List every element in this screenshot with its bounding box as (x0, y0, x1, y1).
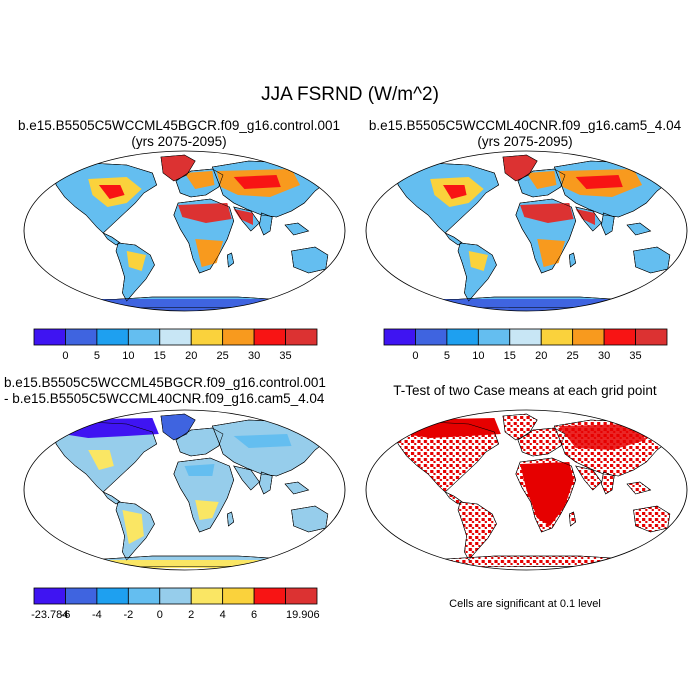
colorbar-swatch (190, 587, 224, 605)
colorbar-tick-label: 6 (251, 609, 257, 621)
colorbar-tick-label: 4 (220, 609, 226, 621)
colorbar-tick-label: 15 (154, 350, 166, 362)
colorbar-swatch (159, 328, 192, 346)
colorbar-swatch (222, 587, 255, 605)
colorbar-tick-label: 25 (567, 350, 579, 362)
colorbar-swatch (33, 587, 66, 605)
colorbar-tick-label: -6 (61, 609, 71, 621)
colorbar-panel-1: 0 5 10 15 20 25 30 35 (33, 328, 318, 362)
colorbar-swatch (127, 328, 161, 346)
colorbar-swatch (477, 328, 511, 346)
colorbar-swatch (222, 328, 255, 346)
panel-3-title: b.e15.B5505C5WCCML45BGCR.f09_g16.control… (4, 375, 326, 407)
colorbar-swatch (65, 328, 98, 346)
colorbar-tick-label: 10 (122, 350, 134, 362)
colorbar-swatch (127, 587, 161, 605)
colorbar-swatch (159, 587, 192, 605)
colorbar-tick-label: -2 (123, 609, 133, 621)
panel-2-title-line2: (yrs 2075-2095) (477, 134, 573, 149)
map-panel-difference (23, 409, 346, 571)
panel-3-title-line2: - b.e15.B5505C5WCCML40CNR.f09_g16.cam5_4… (4, 391, 325, 406)
colorbar-swatch (285, 328, 318, 346)
panel-2-title: b.e15.B5505C5WCCML40CNR.f09_g16.cam5_4.0… (355, 118, 695, 150)
panel-4-title: T-Test of two Case means at each grid po… (393, 383, 657, 398)
colorbar-tick-label: 0 (62, 350, 68, 362)
colorbar-tick-label: 25 (217, 350, 229, 362)
colorbar-swatch (509, 328, 542, 346)
map-panel-control (23, 150, 346, 312)
colorbar-panel-2: 0 5 10 15 20 25 30 35 (383, 328, 668, 362)
colorbar-tick-label: 30 (598, 350, 610, 362)
colorbar-swatch (572, 328, 605, 346)
colorbar-swatch (603, 328, 636, 346)
panel-1-title-line2: (yrs 2075-2095) (131, 134, 227, 149)
colorbar-swatch (383, 328, 416, 346)
colorbar-swatch (96, 328, 129, 346)
colorbar-tick-label: 5 (444, 350, 450, 362)
significance-note: Cells are significant at 0.1 level (449, 598, 601, 610)
colorbar-swatch (253, 328, 286, 346)
colorbar-tick-label: 2 (188, 609, 194, 621)
colorbar-tick-label: 5 (94, 350, 100, 362)
map-panel-ttest (365, 409, 688, 571)
colorbar-swatch (415, 328, 448, 346)
panel-2-title-line1: b.e15.B5505C5WCCML40CNR.f09_g16.cam5_4.0… (368, 118, 682, 133)
colorbar-swatch (65, 587, 98, 605)
colorbar-tick-label: 10 (472, 350, 484, 362)
colorbar-tick-label: 0 (157, 609, 163, 621)
panel-1-title: b.e15.B5505C5WCCML45BGCR.f09_g16.control… (14, 118, 344, 150)
panel-1-title-line1: b.e15.B5505C5WCCML45BGCR.f09_g16.control… (18, 118, 340, 133)
map-panel-cam5 (365, 150, 688, 312)
colorbar-swatch (446, 328, 479, 346)
colorbar-tick-label: 35 (629, 350, 641, 362)
colorbar-swatch (190, 328, 224, 346)
colorbar-difference: -23.784-6 -4 -2 0 2 4 6 19.906 (31, 587, 320, 621)
colorbar-swatch (540, 328, 574, 346)
colorbar-swatch (253, 587, 286, 605)
figure-title: JJA FSRND (W/m^2) (261, 84, 439, 105)
colorbar-tick-label: 20 (185, 350, 197, 362)
colorbar-tick-label: 35 (279, 350, 291, 362)
colorbar-tick-label: 20 (535, 350, 547, 362)
colorbar-tick-label: -23.784 (31, 609, 68, 621)
colorbar-tick-label: 30 (248, 350, 260, 362)
colorbar-swatch (33, 328, 66, 346)
colorbar-tick-label: 0 (412, 350, 418, 362)
colorbar-swatch (285, 587, 318, 605)
colorbar-tick-label: 15 (504, 350, 516, 362)
colorbar-tick-label: 19.906 (286, 609, 320, 621)
colorbar-tick-label: -4 (92, 609, 102, 621)
colorbar-swatch (96, 587, 129, 605)
panel-3-title-line1: b.e15.B5505C5WCCML45BGCR.f09_g16.control… (4, 375, 326, 390)
colorbar-swatch (635, 328, 668, 346)
